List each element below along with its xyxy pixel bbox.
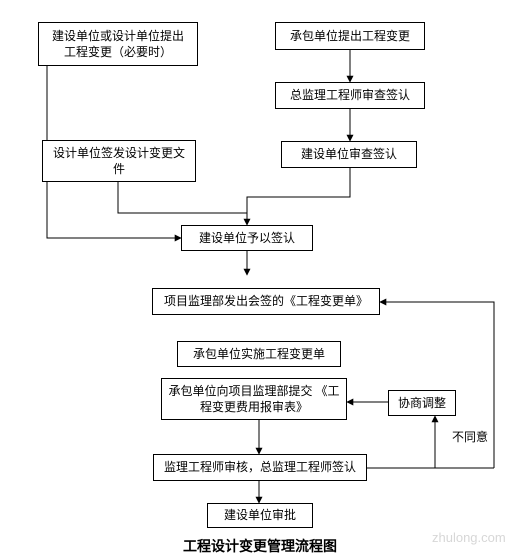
node-n3: 总监理工程师审查签认	[275, 82, 425, 109]
node-n10: 协商调整	[388, 390, 456, 416]
edge-3	[118, 182, 247, 225]
node-n5: 设计单位签发设计变更文 件	[42, 140, 196, 182]
watermark: zhulong.com	[432, 530, 506, 545]
node-n4: 建设单位审查签认	[281, 141, 417, 168]
label-l_disagree: 不同意	[452, 430, 488, 446]
node-n1: 建设单位或设计单位提出 工程变更（必要时）	[38, 22, 198, 66]
node-n7: 项目监理部发出会签的《工程变更单》	[152, 288, 380, 315]
node-n6: 建设单位予以签认	[181, 225, 313, 251]
node-n2: 承包单位提出工程变更	[275, 22, 425, 50]
node-n9: 承包单位向项目监理部提交 《工程变更费用报审表》	[161, 378, 347, 420]
node-n12: 建设单位审批	[207, 503, 313, 528]
node-n8: 承包单位实施工程变更单	[177, 341, 341, 367]
edge-4	[247, 168, 350, 213]
flowchart-canvas: 建设单位或设计单位提出 工程变更（必要时） 承包单位提出工程变更总监理工程师审查签…	[0, 0, 521, 560]
node-n11: 监理工程师审核，总监理工程师签认	[153, 454, 367, 481]
diagram-title: 工程设计变更管理流程图	[155, 536, 365, 556]
